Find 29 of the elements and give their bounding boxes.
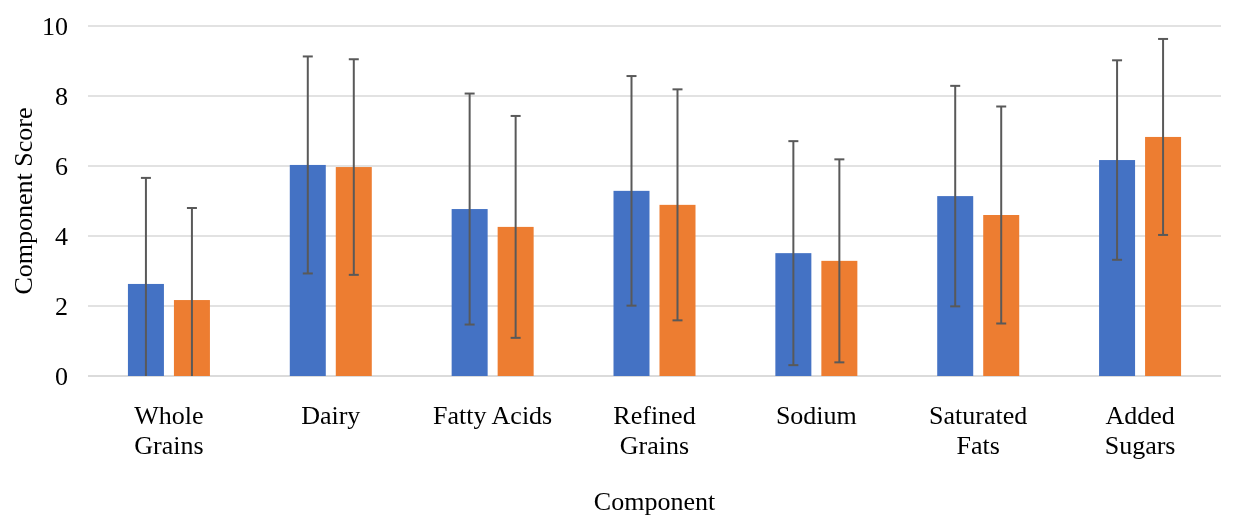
bar [497, 226, 534, 376]
x-tick-label: Saturated Fats [929, 401, 1028, 460]
y-tick-label: 4 [55, 222, 68, 252]
y-tick-label: 10 [42, 12, 68, 42]
bar [613, 190, 650, 376]
bar [451, 209, 488, 376]
x-tick-label: Sodium [775, 401, 857, 430]
y-tick-label: 2 [55, 292, 68, 322]
bar [983, 215, 1020, 376]
x-tick-label: Whole Grains [134, 401, 204, 460]
bar [775, 253, 812, 376]
bar [127, 283, 164, 376]
y-tick-label: 6 [55, 152, 68, 182]
y-tick-label: 0 [55, 362, 68, 392]
bar [289, 164, 326, 376]
x-tick-label: Fatty Acids [433, 401, 553, 430]
x-tick-label: Dairy [301, 401, 361, 430]
bar [1145, 136, 1182, 376]
bar [1099, 160, 1136, 376]
y-axis-title: Component Score [9, 107, 38, 295]
y-tick-label: 8 [55, 82, 68, 112]
bar [173, 300, 210, 376]
x-axis-title: Component [593, 487, 716, 516]
bar [659, 204, 696, 376]
bar [821, 260, 858, 376]
bar [937, 196, 974, 376]
x-tick-label: Refined Grains [613, 401, 696, 460]
bar [335, 167, 372, 376]
x-tick-label: Added Sugars [1104, 401, 1176, 460]
